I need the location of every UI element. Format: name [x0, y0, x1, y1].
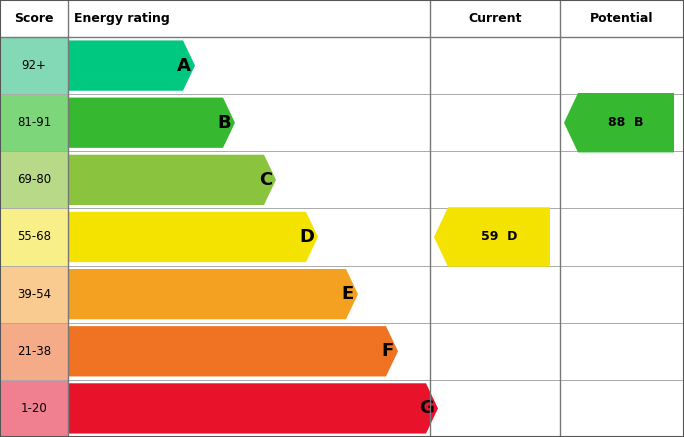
Polygon shape — [68, 212, 318, 262]
Polygon shape — [68, 269, 358, 319]
Text: 21-38: 21-38 — [17, 345, 51, 358]
Polygon shape — [68, 383, 438, 434]
Text: G: G — [419, 399, 434, 417]
Text: 39-54: 39-54 — [17, 288, 51, 301]
Text: 88  B: 88 B — [608, 116, 644, 129]
Bar — [0, 208, 68, 266]
Bar — [0, 37, 68, 94]
Text: E: E — [342, 285, 354, 303]
Polygon shape — [68, 155, 276, 205]
Text: 55-68: 55-68 — [17, 230, 51, 243]
Text: Current: Current — [469, 12, 522, 25]
Polygon shape — [434, 207, 550, 267]
Polygon shape — [68, 326, 398, 376]
Bar — [0, 380, 68, 437]
Text: 92+: 92+ — [22, 59, 47, 72]
Text: A: A — [177, 56, 191, 75]
Text: 1-20: 1-20 — [21, 402, 47, 415]
Bar — [0, 323, 68, 380]
Text: F: F — [382, 342, 394, 360]
Text: 59  D: 59 D — [481, 230, 517, 243]
Text: Score: Score — [14, 12, 54, 25]
Text: Potential: Potential — [590, 12, 654, 25]
Text: Energy rating: Energy rating — [74, 12, 170, 25]
Text: C: C — [259, 171, 272, 189]
Text: B: B — [218, 114, 231, 132]
Polygon shape — [68, 97, 235, 148]
Text: 81-91: 81-91 — [17, 116, 51, 129]
Bar — [0, 94, 68, 151]
Polygon shape — [68, 41, 195, 91]
Polygon shape — [564, 93, 674, 153]
Bar — [0, 266, 68, 323]
Text: 69-80: 69-80 — [17, 173, 51, 186]
Text: D: D — [299, 228, 314, 246]
Bar — [0, 151, 68, 208]
